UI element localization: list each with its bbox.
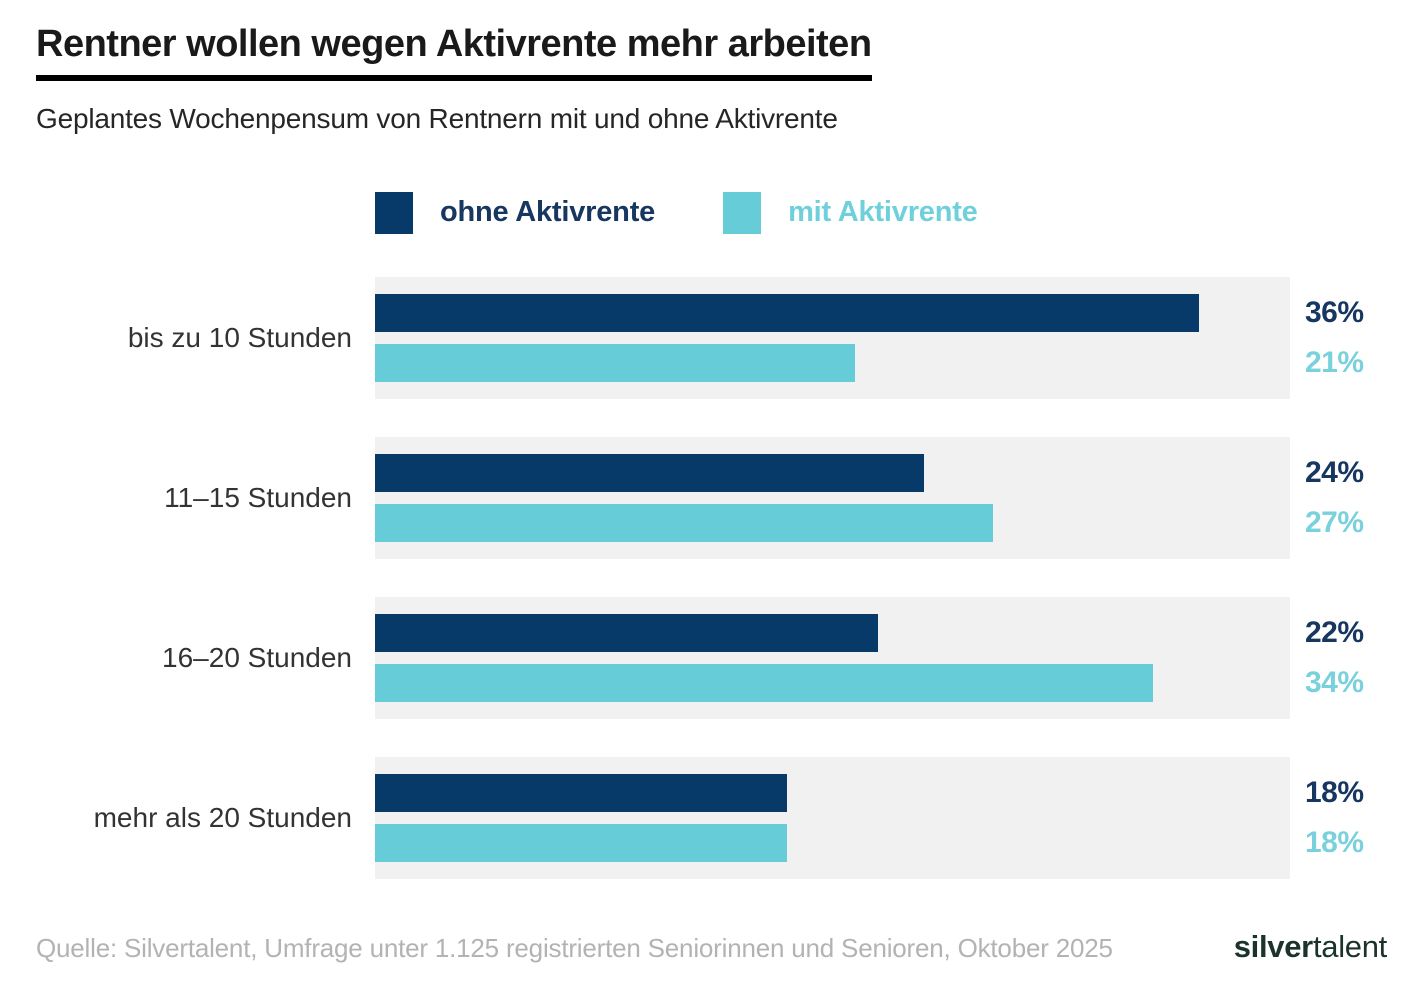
value-labels: 24% 27% xyxy=(1290,437,1387,559)
value-mit-aktivrente: 34% xyxy=(1305,665,1364,699)
value-mit-aktivrente: 21% xyxy=(1305,345,1364,379)
bar-ohne-aktivrente xyxy=(375,773,787,812)
value-ohne-aktivrente: 24% xyxy=(1305,455,1364,489)
silvertalent-logo: silvertalent xyxy=(1233,928,1388,965)
value-labels: 36% 21% xyxy=(1290,277,1387,399)
bar-track xyxy=(375,596,1290,719)
value-ohne-aktivrente: 36% xyxy=(1305,295,1364,329)
chart-legend: ohne Aktivrente mit Aktivrente xyxy=(36,191,1387,235)
value-mit-aktivrente: 27% xyxy=(1305,505,1364,539)
bar-ohne-aktivrente xyxy=(375,613,879,652)
category-label: 11–15 Stunden xyxy=(164,481,352,513)
value-ohne-aktivrente: 18% xyxy=(1305,775,1364,809)
legend-swatch-ohne-aktivrente xyxy=(375,191,413,234)
legend-label-ohne-aktivrente: ohne Aktivrente xyxy=(440,196,656,229)
value-mit-aktivrente: 18% xyxy=(1305,825,1364,859)
bar-mit-aktivrente xyxy=(375,343,856,382)
logo-text-silver: silver xyxy=(1233,928,1314,964)
chart-row-11-15-stunden: 11–15 Stunden 24% 27% xyxy=(36,436,1387,559)
source-note: Quelle: Silvertalent, Umfrage unter 1.12… xyxy=(36,932,1113,963)
legend-swatch-mit-aktivrente xyxy=(723,191,762,234)
bar-ohne-aktivrente xyxy=(375,453,924,492)
chart-row-bis-zu-10-stunden: bis zu 10 Stunden 36% 21% xyxy=(36,276,1387,399)
category-label: mehr als 20 Stunden xyxy=(93,801,352,833)
category-label: 16–20 Stunden xyxy=(162,641,352,673)
bar-chart: bis zu 10 Stunden 36% 21% 11–15 Stunden … xyxy=(36,276,1387,879)
header: Rentner wollen wegen Aktivrente mehr arb… xyxy=(36,23,1387,135)
value-ohne-aktivrente: 22% xyxy=(1305,615,1364,649)
page-title: Rentner wollen wegen Aktivrente mehr arb… xyxy=(36,23,872,81)
bar-mit-aktivrente xyxy=(375,823,787,862)
logo-text-talent: talent xyxy=(1312,928,1387,964)
category-label: bis zu 10 Stunden xyxy=(127,321,352,353)
bar-track xyxy=(375,436,1290,559)
legend-item-ohne-aktivrente: ohne Aktivrente xyxy=(375,191,656,234)
bar-mit-aktivrente xyxy=(375,503,993,542)
legend-label-mit-aktivrente: mit Aktivrente xyxy=(788,196,978,229)
value-labels: 22% 34% xyxy=(1290,597,1387,719)
legend-item-mit-aktivrente: mit Aktivrente xyxy=(723,191,978,234)
bar-ohne-aktivrente xyxy=(375,293,1199,332)
chart-row-16-20-stunden: 16–20 Stunden 22% 34% xyxy=(36,596,1387,719)
bar-track xyxy=(375,756,1290,879)
page-subtitle: Geplantes Wochenpensum von Rentnern mit … xyxy=(36,102,838,134)
bar-mit-aktivrente xyxy=(375,663,1153,702)
bar-track xyxy=(375,276,1290,399)
footer: Quelle: Silvertalent, Umfrage unter 1.12… xyxy=(36,929,1387,965)
chart-row-mehr-als-20-stunden: mehr als 20 Stunden 18% 18% xyxy=(36,756,1387,879)
value-labels: 18% 18% xyxy=(1290,757,1387,879)
